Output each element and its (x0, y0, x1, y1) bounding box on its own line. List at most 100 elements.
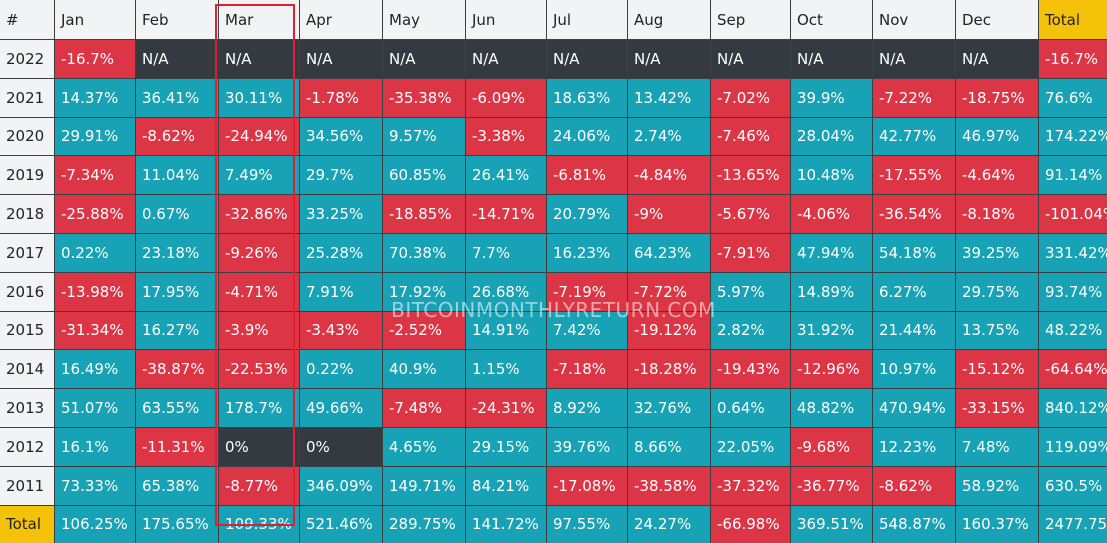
return-cell-2018-jun: -14.71% (466, 195, 546, 233)
return-cell-2011-feb: 65.38% (136, 466, 218, 505)
return-cell-2015-feb: 16.27% (136, 311, 218, 350)
return-cell-2020-jun: -3.38% (466, 117, 546, 156)
return-cell-2012-apr: 0% (300, 427, 382, 466)
return-cell-2017-sep: -7.91% (711, 233, 790, 272)
return-cell-2020-may: 9.57% (383, 117, 465, 156)
return-cell-2019-sep: -13.65% (711, 156, 790, 195)
return-cell-2019-jul: -6.81% (547, 156, 627, 195)
return-cell-2018-dec: -8.18% (956, 195, 1038, 233)
return-cell-2022-total: -16.7% (1039, 40, 1107, 78)
return-cell-2021-sep: -7.02% (711, 78, 790, 117)
return-cell-2018-jul: 20.79% (547, 195, 627, 233)
return-cell-2014-may: 40.9% (383, 350, 465, 389)
return-cell-2013-jun: -24.31% (466, 389, 546, 427)
return-cell-2013-dec: -33.15% (956, 389, 1038, 427)
row-label-total: Total (0, 505, 54, 543)
return-cell-2021-may: -35.38% (383, 78, 465, 117)
column-header-dec: Dec (956, 0, 1038, 39)
return-cell-2018-mar: -32.86% (219, 195, 299, 233)
return-cell-2021-aug: 13.42% (628, 78, 710, 117)
column-header-jun: Jun (466, 0, 546, 39)
return-cell-2015-aug: -19.12% (628, 311, 710, 350)
return-cell-2012-nov: 12.23% (873, 427, 955, 466)
return-cell-2019-mar: 7.49% (219, 156, 299, 195)
return-cell-2020-aug: 2.74% (628, 117, 710, 156)
return-cell-2017-oct: 47.94% (791, 233, 872, 272)
return-cell-2012-oct: -9.68% (791, 427, 872, 466)
return-cell-2016-nov: 6.27% (873, 272, 955, 311)
return-cell-2016-jul: -7.19% (547, 272, 627, 311)
column-header-nov: Nov (873, 0, 955, 39)
return-cell-2021-jun: -6.09% (466, 78, 546, 117)
return-cell-total-jun: 141.72% (466, 505, 546, 543)
return-cell-2013-feb: 63.55% (136, 389, 218, 427)
return-cell-2017-jul: 16.23% (547, 233, 627, 272)
return-cell-2013-may: -7.48% (383, 389, 465, 427)
return-cell-2019-jun: 26.41% (466, 156, 546, 195)
return-cell-2021-apr: -1.78% (300, 78, 382, 117)
return-cell-2021-mar: 30.11% (219, 78, 299, 117)
return-cell-2015-apr: -3.43% (300, 311, 382, 350)
return-cell-2022-jun: N/A (466, 40, 546, 78)
return-cell-2017-feb: 23.18% (136, 233, 218, 272)
return-cell-2021-jul: 18.63% (547, 78, 627, 117)
return-cell-total-oct: 369.51% (791, 505, 872, 543)
row-label-2015: 2015 (0, 311, 54, 350)
return-cell-2011-may: 149.71% (383, 466, 465, 505)
return-cell-2013-jan: 51.07% (55, 389, 135, 427)
return-cell-2020-feb: -8.62% (136, 117, 218, 156)
return-cell-total-apr: 521.46% (300, 505, 382, 543)
return-cell-2012-total: 119.09% (1039, 427, 1107, 466)
return-cell-2011-total: 630.5% (1039, 466, 1107, 505)
return-cell-total-may: 289.75% (383, 505, 465, 543)
return-cell-2013-total: 840.12% (1039, 389, 1107, 427)
row-label-2013: 2013 (0, 389, 54, 427)
return-cell-2019-oct: 10.48% (791, 156, 872, 195)
return-cell-2011-apr: 346.09% (300, 466, 382, 505)
return-cell-total-jan: 106.25% (55, 505, 135, 543)
return-cell-2022-mar: N/A (219, 40, 299, 78)
return-cell-2011-dec: 58.92% (956, 466, 1038, 505)
return-cell-2014-nov: 10.97% (873, 350, 955, 389)
return-cell-2014-mar: -22.53% (219, 350, 299, 389)
return-cell-2016-oct: 14.89% (791, 272, 872, 311)
return-cell-2015-total: 48.22% (1039, 311, 1107, 350)
return-cell-2011-jul: -17.08% (547, 466, 627, 505)
column-header-feb: Feb (136, 0, 218, 39)
return-cell-2016-total: 93.74% (1039, 272, 1107, 311)
column-header-total: Total (1039, 0, 1107, 39)
return-cell-2014-oct: -12.96% (791, 350, 872, 389)
return-cell-2019-may: 60.85% (383, 156, 465, 195)
return-cell-2022-apr: N/A (300, 40, 382, 78)
return-cell-total-jul: 97.55% (547, 505, 627, 543)
return-cell-2020-jul: 24.06% (547, 117, 627, 156)
column-header-sep: Sep (711, 0, 790, 39)
return-cell-2011-nov: -8.62% (873, 466, 955, 505)
return-cell-2022-aug: N/A (628, 40, 710, 78)
return-cell-2021-total: 76.6% (1039, 78, 1107, 117)
return-cell-2020-apr: 34.56% (300, 117, 382, 156)
return-cell-2018-sep: -5.67% (711, 195, 790, 233)
return-cell-2020-mar: -24.94% (219, 117, 299, 156)
return-cell-2011-aug: -38.58% (628, 466, 710, 505)
return-cell-2016-apr: 7.91% (300, 272, 382, 311)
column-header-may: May (383, 0, 465, 39)
return-cell-total-dec: 160.37% (956, 505, 1038, 543)
return-cell-2016-mar: -4.71% (219, 272, 299, 311)
return-cell-2021-jan: 14.37% (55, 78, 135, 117)
return-cell-2018-feb: 0.67% (136, 195, 218, 233)
return-cell-2022-dec: N/A (956, 40, 1038, 78)
return-cell-2018-may: -18.85% (383, 195, 465, 233)
return-cell-2011-mar: -8.77% (219, 466, 299, 505)
return-cell-2016-jan: -13.98% (55, 272, 135, 311)
return-cell-2014-jun: 1.15% (466, 350, 546, 389)
row-label-2014: 2014 (0, 350, 54, 389)
row-label-2011: 2011 (0, 466, 54, 505)
return-cell-total-sep: -66.98% (711, 505, 790, 543)
return-cell-total-total: 2477.75% (1039, 505, 1107, 543)
return-cell-2016-feb: 17.95% (136, 272, 218, 311)
return-cell-2022-feb: N/A (136, 40, 218, 78)
return-cell-2015-jun: 14.91% (466, 311, 546, 350)
return-cell-2014-dec: -15.12% (956, 350, 1038, 389)
return-cell-2017-dec: 39.25% (956, 233, 1038, 272)
